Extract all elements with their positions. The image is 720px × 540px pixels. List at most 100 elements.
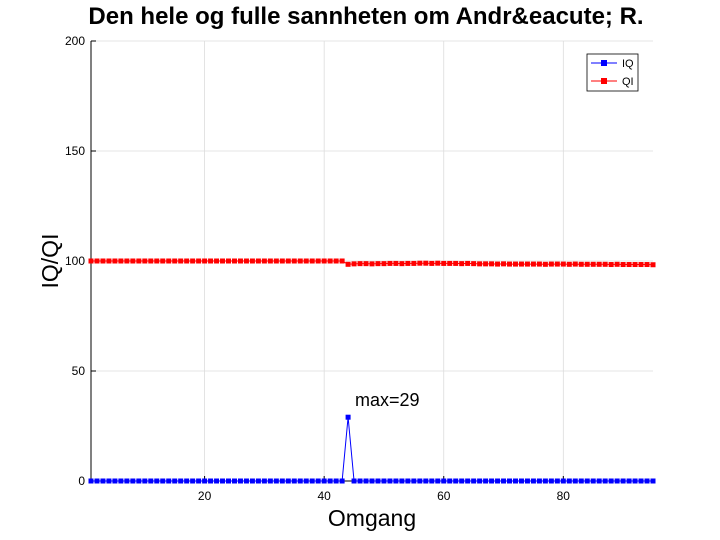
y-tick-label: 100	[65, 254, 85, 268]
data-point-qi	[423, 260, 429, 266]
data-point-iq	[578, 478, 584, 484]
data-point-qi	[375, 261, 381, 267]
data-point-iq	[453, 478, 459, 484]
data-point-qi	[650, 262, 656, 268]
data-point-iq	[202, 478, 208, 484]
data-point-iq	[154, 478, 160, 484]
data-point-qi	[608, 262, 614, 268]
data-point-qi	[297, 258, 303, 264]
data-point-qi	[94, 258, 100, 264]
data-point-iq	[112, 478, 118, 484]
data-point-iq	[118, 478, 124, 484]
series-qi	[88, 258, 656, 268]
data-point-iq	[560, 478, 566, 484]
data-point-qi	[106, 258, 112, 264]
data-point-qi	[351, 261, 357, 267]
data-point-qi	[208, 258, 214, 264]
data-point-qi	[507, 261, 513, 267]
data-point-qi	[243, 258, 249, 264]
data-point-qi	[512, 261, 518, 267]
legend-marker-iq	[601, 60, 607, 66]
data-point-qi	[387, 260, 393, 266]
data-point-qi	[303, 258, 309, 264]
data-point-iq	[124, 478, 130, 484]
data-point-iq	[160, 478, 166, 484]
legend: IQ QI	[586, 53, 639, 92]
data-point-iq	[489, 478, 495, 484]
data-point-qi	[530, 261, 536, 267]
data-point-iq	[345, 414, 351, 420]
data-point-qi	[118, 258, 124, 264]
data-point-iq	[363, 478, 369, 484]
data-point-qi	[572, 261, 578, 267]
data-point-iq	[196, 478, 202, 484]
data-point-qi	[459, 261, 465, 267]
data-point-qi	[136, 258, 142, 264]
data-point-iq	[620, 478, 626, 484]
data-point-qi	[142, 258, 148, 264]
data-point-iq	[100, 478, 106, 484]
data-point-qi	[465, 260, 471, 266]
data-point-qi	[477, 261, 483, 267]
data-point-iq	[381, 478, 387, 484]
chart-title: Den hele og fulle sannheten om Andr&eacu…	[88, 3, 643, 30]
data-point-qi	[548, 261, 554, 267]
data-point-qi	[554, 261, 560, 267]
data-point-qi	[399, 261, 405, 267]
data-point-qi	[560, 261, 566, 267]
data-point-qi	[124, 258, 130, 264]
data-point-iq	[231, 478, 237, 484]
data-point-qi	[381, 261, 387, 267]
data-point-iq	[220, 478, 226, 484]
data-point-qi	[327, 258, 333, 264]
data-point-qi	[501, 261, 507, 267]
data-point-iq	[333, 478, 339, 484]
data-point-iq	[542, 478, 548, 484]
data-point-iq	[465, 478, 471, 484]
data-point-iq	[441, 478, 447, 484]
data-point-iq	[267, 478, 273, 484]
data-point-qi	[357, 261, 363, 267]
y-axis-label: IQ/QI	[37, 234, 63, 289]
data-point-qi	[345, 261, 351, 267]
data-point-iq	[423, 478, 429, 484]
data-point-qi	[279, 258, 285, 264]
data-point-qi	[566, 261, 572, 267]
data-point-iq	[393, 478, 399, 484]
data-point-iq	[255, 478, 261, 484]
data-point-iq	[226, 478, 232, 484]
legend-marker-qi	[601, 78, 607, 84]
data-point-qi	[417, 260, 423, 266]
data-point-qi	[196, 258, 202, 264]
data-point-iq	[172, 478, 178, 484]
data-point-iq	[142, 478, 148, 484]
data-point-qi	[231, 258, 237, 264]
data-point-qi	[495, 261, 501, 267]
data-point-qi	[369, 261, 375, 267]
data-point-iq	[285, 478, 291, 484]
y-tick-label: 0	[78, 474, 85, 488]
data-point-iq	[303, 478, 309, 484]
data-point-qi	[202, 258, 208, 264]
data-point-qi	[632, 262, 638, 268]
data-point-qi	[518, 261, 524, 267]
data-point-qi	[315, 258, 321, 264]
data-point-qi	[489, 261, 495, 267]
data-point-iq	[339, 478, 345, 484]
data-point-qi	[160, 258, 166, 264]
data-point-qi	[267, 258, 273, 264]
data-point-iq	[566, 478, 572, 484]
data-point-qi	[584, 261, 590, 267]
data-point-iq	[602, 478, 608, 484]
data-point-iq	[512, 478, 518, 484]
data-point-iq	[447, 478, 453, 484]
data-point-iq	[309, 478, 315, 484]
x-tick-label: 40	[317, 489, 331, 503]
data-point-iq	[375, 478, 381, 484]
data-point-qi	[261, 258, 267, 264]
y-tick-label: 50	[72, 364, 86, 378]
data-point-iq	[518, 478, 524, 484]
x-tick-label: 20	[198, 489, 212, 503]
x-tick-label: 80	[557, 489, 571, 503]
